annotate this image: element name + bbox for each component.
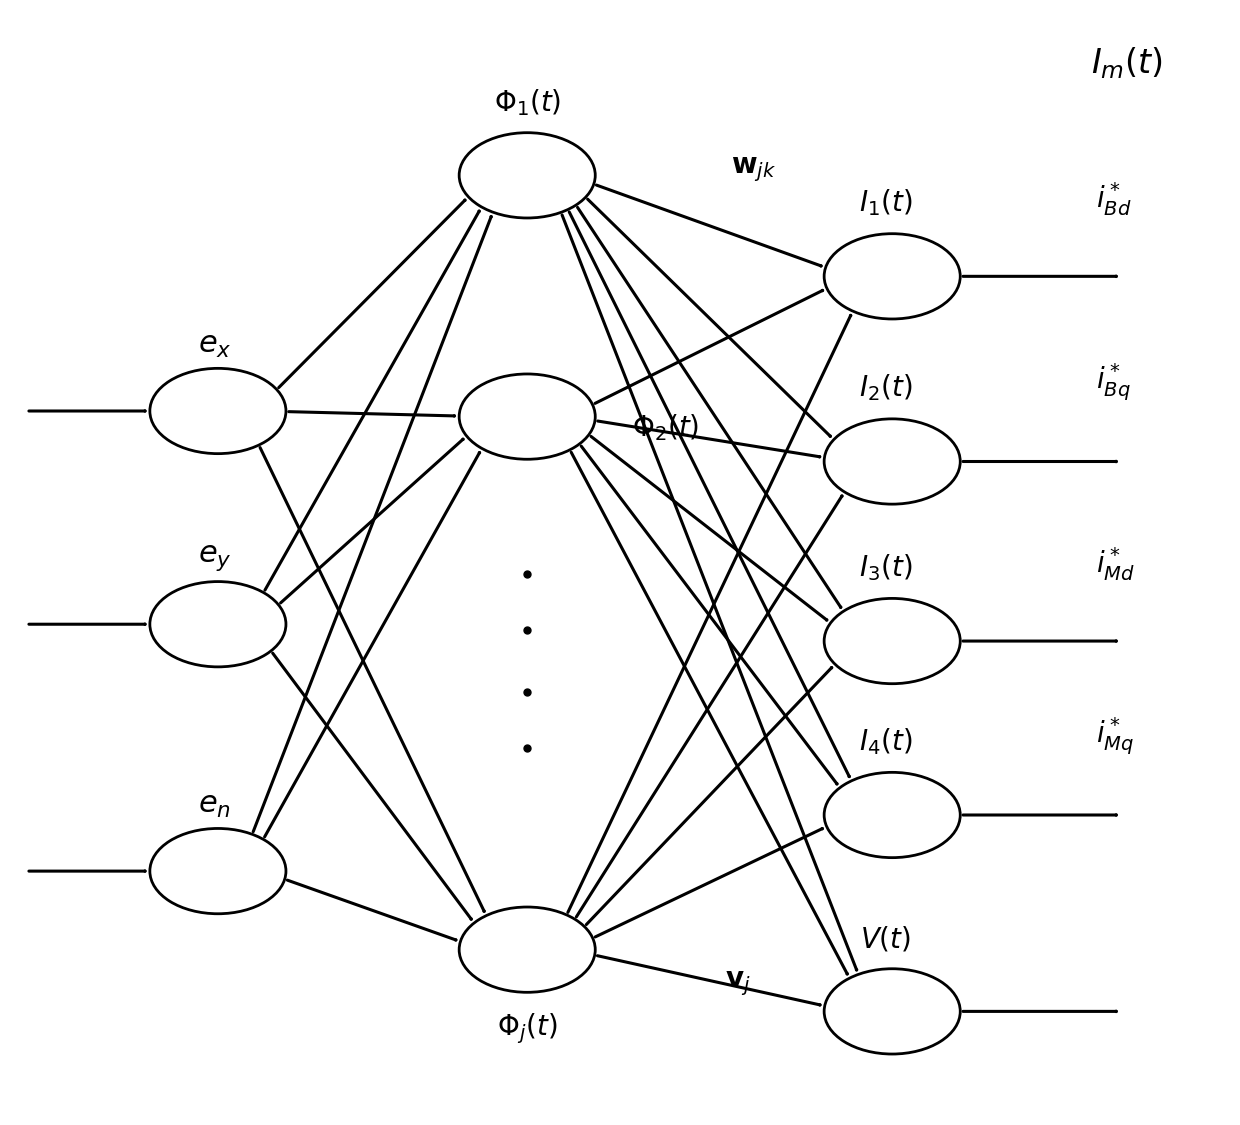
- Text: v$_j$: v$_j$: [725, 969, 751, 998]
- Text: $i_{Md}^*$: $i_{Md}^*$: [1096, 544, 1136, 583]
- Text: $I_2(t)$: $I_2(t)$: [858, 372, 913, 403]
- Text: $i_{Bd}^*$: $i_{Bd}^*$: [1096, 180, 1132, 218]
- Text: $I_1(t)$: $I_1(t)$: [858, 187, 913, 218]
- Ellipse shape: [150, 582, 286, 667]
- Ellipse shape: [825, 598, 960, 684]
- Text: $\Phi_2(t)$: $\Phi_2(t)$: [632, 413, 699, 443]
- Text: w$_{jk}$: w$_{jk}$: [732, 155, 776, 184]
- Text: $I_m(t)$: $I_m(t)$: [1091, 45, 1163, 81]
- Text: $\Phi_1(t)$: $\Phi_1(t)$: [494, 87, 560, 118]
- Text: $\Phi_j(t)$: $\Phi_j(t)$: [497, 1011, 558, 1045]
- Text: $e_y$: $e_y$: [197, 543, 232, 573]
- Text: $I_3(t)$: $I_3(t)$: [858, 552, 913, 583]
- Ellipse shape: [825, 418, 960, 504]
- Ellipse shape: [150, 368, 286, 453]
- Ellipse shape: [825, 773, 960, 857]
- Ellipse shape: [459, 907, 595, 992]
- Text: $I_4(t)$: $I_4(t)$: [858, 726, 913, 757]
- Ellipse shape: [459, 133, 595, 218]
- Ellipse shape: [459, 374, 595, 459]
- Text: $i_{Bq}^*$: $i_{Bq}^*$: [1096, 361, 1131, 403]
- Text: $e_n$: $e_n$: [198, 791, 231, 820]
- Text: $i_{Mq}^*$: $i_{Mq}^*$: [1096, 716, 1135, 757]
- Ellipse shape: [825, 234, 960, 320]
- Text: $V(t)$: $V(t)$: [859, 924, 911, 953]
- Ellipse shape: [825, 969, 960, 1054]
- Text: $e_x$: $e_x$: [197, 331, 232, 360]
- Ellipse shape: [150, 828, 286, 914]
